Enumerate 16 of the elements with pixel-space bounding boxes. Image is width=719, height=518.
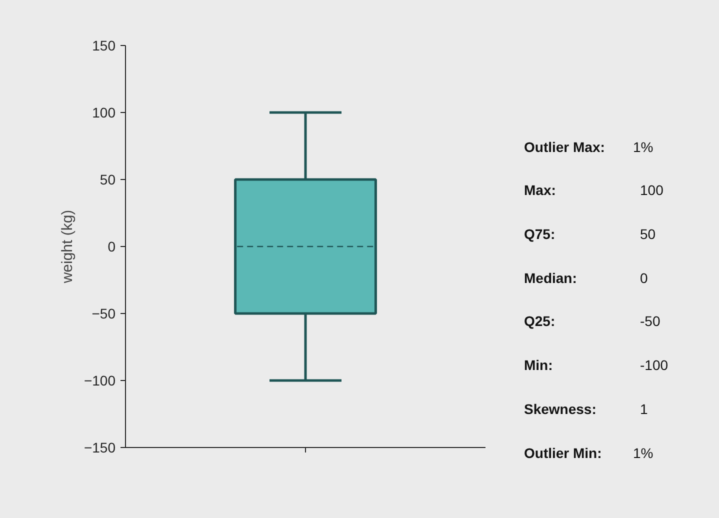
text: Skewness: 1: [524, 401, 648, 417]
text: Q75: 50: [524, 226, 656, 242]
y-tick-label: 150: [92, 38, 116, 54]
y-tick-label: 100: [92, 104, 116, 120]
y-tick-label: −50: [92, 306, 116, 322]
y-axis-title: weight (kg): [58, 210, 76, 284]
y-tick-label: 50: [100, 172, 116, 188]
text: Median: 0: [524, 270, 648, 286]
text: Min: -100: [524, 357, 668, 373]
y-tick-label: 0: [108, 238, 116, 254]
y-tick-label: −150: [84, 440, 116, 456]
text: Outlier Min: 1%: [524, 445, 654, 461]
text: Q25: -50: [524, 313, 660, 329]
text: Max: 100: [524, 182, 664, 198]
y-tick-label: −100: [84, 372, 116, 388]
text: Outlier Max: 1%: [524, 139, 654, 155]
